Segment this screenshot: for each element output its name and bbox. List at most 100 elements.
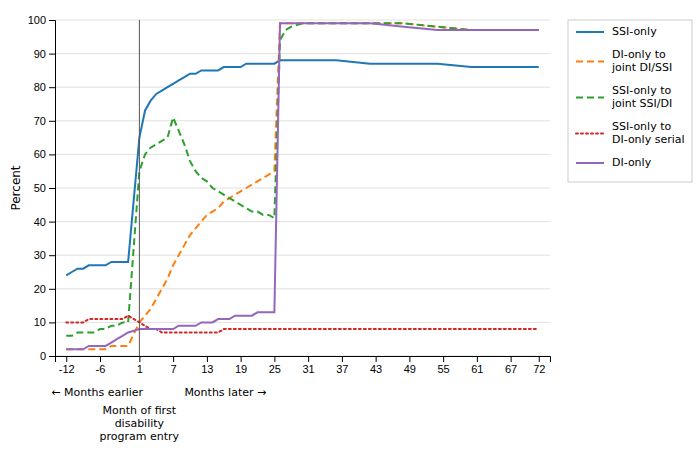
x-tick-mark	[66, 356, 67, 362]
x-tick: 13	[201, 356, 213, 375]
x-tick: 49	[404, 356, 416, 375]
legend-frame	[568, 20, 692, 182]
x-tick-label: -6	[96, 363, 106, 375]
x-tick-label: 55	[438, 363, 450, 375]
legend-item: SSI-only toDI-only serial	[576, 120, 685, 146]
y-axis: 0 10 20 30 40 50 60 70 80 90 100	[28, 14, 56, 362]
x-tick: 61	[471, 356, 483, 375]
legend-label: DI-only tojoint DI/SSI	[611, 48, 672, 74]
y-tick-label: 50	[34, 182, 46, 194]
x-tick-label: 19	[235, 363, 247, 375]
series-line	[66, 23, 539, 335]
x-tick-label: 67	[505, 363, 517, 375]
grid	[55, 20, 550, 356]
y-tick: 70	[34, 115, 55, 127]
x-tick-label: 61	[471, 363, 483, 375]
y-tick: 0	[40, 350, 55, 362]
legend-item: SSI-only	[576, 25, 657, 38]
annotation: ← Months earlier	[51, 386, 143, 399]
x-tick: 72	[533, 356, 545, 375]
legend-label: SSI-only toDI-only serial	[612, 120, 685, 146]
x-tick-label: -12	[59, 363, 75, 375]
legend-swatch	[576, 97, 604, 99]
x-tick-label: 37	[336, 363, 348, 375]
grid-line	[55, 288, 550, 289]
grid-line	[55, 154, 550, 155]
y-tick-mark	[49, 87, 55, 88]
grid-line	[55, 87, 550, 88]
x-tick-label: 49	[404, 363, 416, 375]
y-tick: 90	[34, 48, 55, 60]
y-tick-label: 90	[34, 48, 46, 60]
grid-line	[55, 221, 550, 222]
x-tick-mark	[100, 356, 101, 362]
y-tick-label: 0	[40, 350, 46, 362]
legend-swatch	[576, 61, 604, 63]
y-tick-mark	[49, 20, 55, 21]
x-tick: 25	[269, 356, 281, 375]
y-tick: 100	[28, 14, 55, 26]
y-tick-mark	[49, 356, 55, 357]
plot-area: -12 -6 1 7 13 19 25 31 37 43 49 55 61 67 72 0 10 20 30 40 50…	[28, 14, 551, 375]
x-tick-mark	[139, 356, 140, 362]
y-tick: 60	[34, 148, 55, 160]
reference-line	[139, 20, 140, 356]
legend-label: SSI-only tojoint SSI/DI	[611, 84, 672, 110]
x-tick: 19	[235, 356, 247, 375]
y-tick: 50	[34, 182, 55, 194]
x-tick-mark	[409, 356, 410, 362]
grid-line	[55, 53, 550, 54]
x-tick: -6	[96, 356, 106, 375]
y-tick: 10	[34, 316, 55, 328]
y-tick-mark	[49, 289, 55, 290]
y-tick-label: 60	[34, 148, 46, 160]
x-tick: 67	[505, 356, 517, 375]
x-tick-mark	[241, 356, 242, 362]
y-tick-mark	[49, 54, 55, 55]
x-tick-mark	[376, 356, 377, 362]
x-tick: 1	[137, 356, 143, 375]
grid-line	[55, 188, 550, 189]
x-tick-label: 25	[269, 363, 281, 375]
grid-line	[55, 120, 550, 121]
series-line	[66, 23, 539, 349]
chart: -12 -6 1 7 13 19 25 31 37 43 49 55 61 67 72 0 10 20 30 40 50…	[0, 0, 700, 451]
x-tick-mark	[207, 356, 208, 362]
x-tick-label: 13	[201, 363, 213, 375]
series-line	[66, 60, 539, 275]
x-tick-mark	[443, 356, 444, 362]
x-tick: -12	[59, 356, 75, 375]
legend-item: DI-only	[576, 156, 652, 169]
series-line	[66, 23, 539, 349]
y-tick: 80	[34, 81, 55, 93]
y-tick: 20	[34, 283, 55, 295]
x-tick-mark	[539, 356, 540, 362]
y-tick-mark	[49, 188, 55, 189]
y-axis-line	[49, 21, 56, 357]
y-tick-label: 10	[34, 316, 46, 328]
series-group	[66, 20, 539, 356]
annotation: Months later →	[184, 386, 266, 399]
y-tick-label: 30	[34, 249, 46, 261]
y-tick-label: 20	[34, 283, 46, 295]
legend-item: SSI-only tojoint SSI/DI	[576, 84, 672, 110]
y-tick-mark	[49, 322, 55, 323]
x-tick-label: 7	[171, 363, 177, 375]
x-tick-mark	[308, 356, 309, 362]
x-tick: 55	[438, 356, 450, 375]
x-tick-label: 31	[303, 363, 315, 375]
x-tick-mark	[477, 356, 478, 362]
legend-label: DI-only	[612, 156, 652, 169]
y-axis-title: Percent	[9, 165, 23, 210]
legend: SSI-only DI-only tojoint DI/SSI SSI-only t…	[568, 20, 692, 182]
x-tick-label: 1	[137, 363, 143, 375]
x-tick: 37	[336, 356, 348, 375]
x-tick-label: 72	[533, 363, 545, 375]
x-tick-label: 43	[370, 363, 382, 375]
grid-line	[55, 20, 550, 21]
legend-item: DI-only tojoint DI/SSI	[576, 48, 672, 74]
legend-swatch	[576, 162, 604, 164]
y-tick: 40	[34, 216, 55, 228]
x-tick-mark	[511, 356, 512, 362]
legend-swatch	[576, 31, 604, 33]
